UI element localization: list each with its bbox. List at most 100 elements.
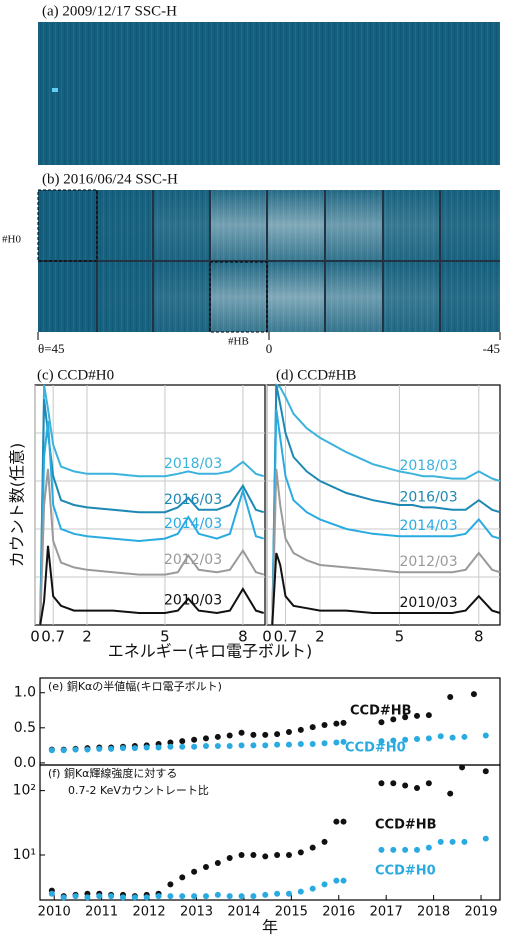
data-point — [227, 743, 233, 749]
chart-title: (f) 銅Kα輝線強度に対する — [48, 766, 177, 780]
data-point — [191, 744, 197, 750]
y-tick-label: 0.5 — [14, 720, 36, 736]
series-label: CCD#H0 — [375, 864, 436, 879]
ccd-glow — [383, 262, 440, 332]
data-point — [203, 743, 209, 749]
data-point — [61, 747, 67, 753]
data-point — [471, 691, 477, 697]
x-tick-label: 0.7 — [274, 628, 298, 646]
spectrum-line — [40, 469, 264, 625]
x-tick-label: 8 — [474, 628, 484, 646]
data-point — [438, 839, 444, 845]
data-point — [132, 745, 138, 751]
x-tick-label: 2014 — [227, 905, 260, 920]
data-point — [298, 849, 304, 855]
x-tick-label: 2015 — [275, 905, 308, 920]
data-point — [322, 839, 328, 845]
ccd-label: #H0 — [2, 234, 21, 246]
data-point — [203, 864, 209, 870]
series-label: 2014/03 — [399, 518, 457, 534]
data-point — [239, 893, 245, 899]
image-b — [38, 190, 500, 332]
data-point — [120, 745, 126, 751]
data-point — [390, 847, 396, 853]
data-point — [298, 727, 304, 733]
data-point — [341, 720, 347, 726]
data-point — [322, 740, 328, 746]
series-label: 2012/03 — [399, 554, 457, 570]
data-point — [414, 713, 420, 719]
data-point — [73, 893, 79, 899]
angle-label: -45 — [483, 341, 500, 356]
data-point — [333, 721, 339, 727]
figure: (a) 2009/12/17 SSC-H (b) 2016/06/24 SSC-… — [0, 0, 511, 939]
x-tick-label: 2012 — [133, 905, 166, 920]
data-point — [483, 768, 489, 774]
data-point — [459, 764, 465, 770]
data-point — [298, 889, 304, 895]
ccd-glow — [325, 262, 383, 332]
spectrum-line — [272, 385, 500, 625]
spectrum-line — [40, 546, 264, 625]
data-point — [333, 878, 339, 884]
data-point — [250, 732, 256, 738]
ccd-glow — [383, 190, 440, 260]
data-point — [310, 724, 316, 730]
plot-frame — [267, 385, 500, 625]
data-point — [227, 855, 233, 861]
data-point — [310, 741, 316, 747]
hot-pixel — [52, 88, 58, 92]
series-label: CCD#HB — [350, 704, 412, 719]
ccd-glow — [325, 190, 383, 260]
data-point — [262, 892, 268, 898]
x-tick-label: 0 — [262, 628, 272, 646]
spectrum-line — [272, 553, 500, 625]
data-point — [333, 819, 339, 825]
data-point — [84, 894, 90, 900]
data-point — [447, 791, 453, 797]
ccd-glow — [153, 262, 210, 332]
data-point — [250, 852, 256, 858]
data-point — [414, 736, 420, 742]
series-label: 2018/03 — [399, 458, 457, 474]
series-label: 2010/03 — [164, 593, 222, 609]
ccd-glow — [210, 190, 267, 260]
x-tick-label: 0.7 — [41, 628, 65, 646]
page: (a) 2009/12/17 SSC-H (b) 2016/06/24 SSC-… — [0, 0, 511, 939]
chart-title: (c) CCD#H0 — [37, 367, 114, 383]
data-point — [215, 860, 221, 866]
angle-label: θ=45 — [38, 341, 65, 356]
data-point — [191, 869, 197, 875]
series-label: 2012/03 — [164, 552, 222, 568]
y-tick-label: 10² — [13, 783, 36, 799]
data-point — [167, 881, 173, 887]
series-label: 2014/03 — [164, 516, 222, 532]
y-tick-label: 1.0 — [14, 685, 36, 701]
ccd-glow — [440, 190, 500, 260]
chart-title: (d) CCD#HB — [276, 367, 356, 383]
data-point — [108, 893, 114, 899]
data-point — [461, 734, 467, 740]
chart-subtitle: 0.7-2 KeVカウントレート比 — [68, 784, 209, 797]
data-point — [390, 780, 396, 786]
data-point — [483, 836, 489, 842]
x-tick-label: 2 — [82, 628, 92, 646]
data-point — [378, 719, 384, 725]
data-point — [450, 839, 456, 845]
data-point — [215, 892, 221, 898]
data-point — [132, 894, 138, 900]
data-point — [298, 741, 304, 747]
data-point — [227, 893, 233, 899]
data-point — [239, 852, 245, 858]
spectrum-line — [272, 469, 500, 625]
data-point — [179, 893, 185, 899]
data-point — [286, 742, 292, 748]
data-point — [402, 847, 408, 853]
data-point — [286, 852, 292, 858]
data-point — [414, 847, 420, 853]
data-point — [378, 847, 384, 853]
ccd-glow — [153, 190, 210, 260]
data-point — [378, 780, 384, 786]
x-tick-label: 0 — [30, 628, 40, 646]
data-point — [108, 746, 114, 752]
